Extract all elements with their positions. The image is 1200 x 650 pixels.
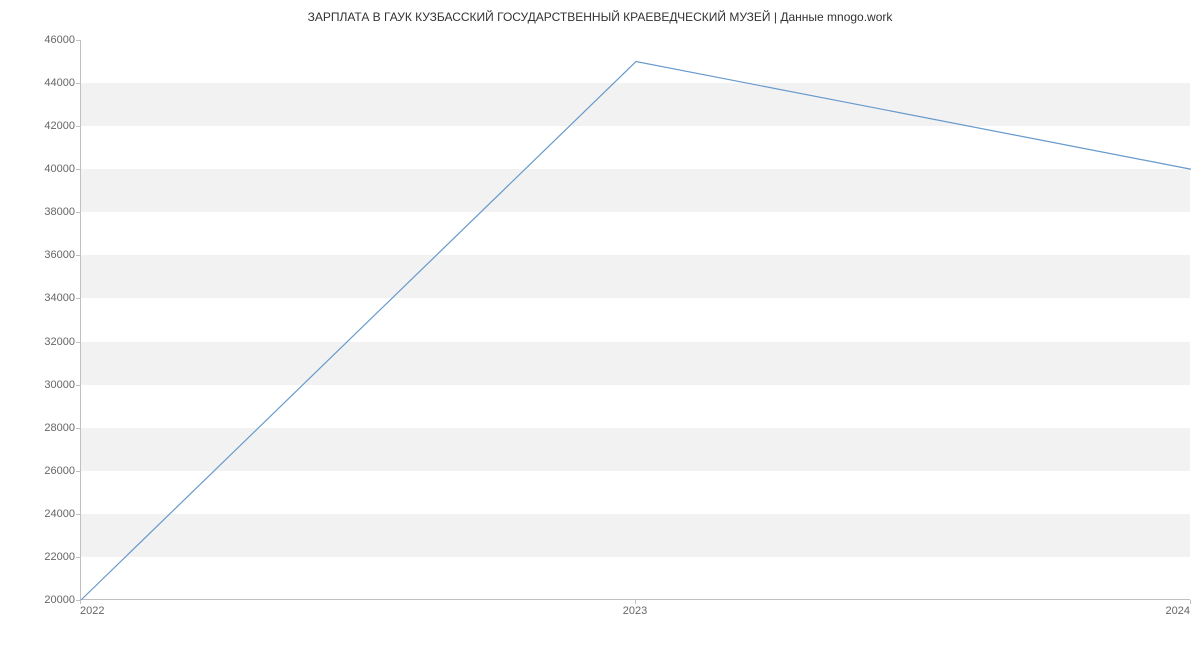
salary-line bbox=[81, 62, 1191, 600]
x-tick-label: 2024 bbox=[1166, 605, 1190, 617]
y-tick-label: 42000 bbox=[5, 120, 75, 132]
y-tick-label: 40000 bbox=[5, 163, 75, 175]
y-tick-label: 44000 bbox=[5, 77, 75, 89]
y-tick-mark bbox=[76, 298, 80, 299]
y-tick-label: 46000 bbox=[5, 34, 75, 46]
x-tick-label: 2023 bbox=[623, 605, 647, 617]
chart-title: ЗАРПЛАТА В ГАУК КУЗБАССКИЙ ГОСУДАРСТВЕНН… bbox=[0, 10, 1200, 24]
x-tick-mark bbox=[80, 600, 81, 604]
line-series bbox=[81, 40, 1190, 599]
y-tick-mark bbox=[76, 385, 80, 386]
y-tick-label: 34000 bbox=[5, 292, 75, 304]
y-tick-mark bbox=[76, 212, 80, 213]
y-tick-label: 22000 bbox=[5, 551, 75, 563]
y-tick-mark bbox=[76, 126, 80, 127]
y-tick-label: 36000 bbox=[5, 249, 75, 261]
y-tick-mark bbox=[76, 557, 80, 558]
y-tick-label: 20000 bbox=[5, 594, 75, 606]
x-tick-mark bbox=[1190, 600, 1191, 604]
y-tick-mark bbox=[76, 255, 80, 256]
plot-area bbox=[80, 40, 1190, 600]
y-tick-label: 38000 bbox=[5, 206, 75, 218]
y-tick-label: 28000 bbox=[5, 422, 75, 434]
x-tick-label: 2022 bbox=[80, 605, 104, 617]
y-tick-mark bbox=[76, 40, 80, 41]
y-tick-mark bbox=[76, 83, 80, 84]
y-tick-label: 26000 bbox=[5, 465, 75, 477]
y-tick-label: 30000 bbox=[5, 379, 75, 391]
y-tick-mark bbox=[76, 428, 80, 429]
y-tick-label: 32000 bbox=[5, 336, 75, 348]
y-tick-mark bbox=[76, 471, 80, 472]
y-tick-mark bbox=[76, 342, 80, 343]
y-tick-label: 24000 bbox=[5, 508, 75, 520]
x-tick-mark bbox=[635, 600, 636, 604]
y-tick-mark bbox=[76, 169, 80, 170]
y-tick-mark bbox=[76, 514, 80, 515]
